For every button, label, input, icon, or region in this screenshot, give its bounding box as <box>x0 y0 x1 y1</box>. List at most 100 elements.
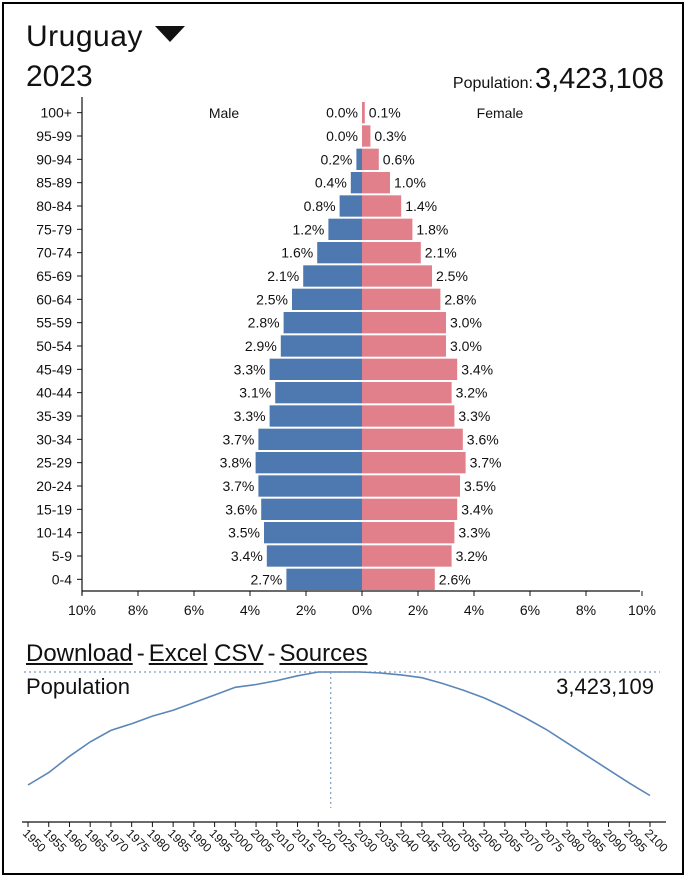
legend-female: Female <box>477 105 524 121</box>
female-value-label: 2.5% <box>436 268 468 284</box>
female-value-label: 0.6% <box>383 151 415 167</box>
male-value-label: 0.8% <box>304 198 336 214</box>
population-value: 3,423,108 <box>534 63 664 95</box>
male-value-label: 0.2% <box>320 151 352 167</box>
x-tick-label: 4% <box>464 602 484 618</box>
male-value-label: 3.3% <box>234 361 266 377</box>
download-links: Download - Excel CSV - Sources <box>26 640 368 668</box>
female-value-label: 2.8% <box>444 291 476 307</box>
female-value-label: 3.6% <box>467 431 499 447</box>
y-tick-label: 70-74 <box>36 245 72 261</box>
male-bar <box>356 148 362 170</box>
female-value-label: 1.8% <box>416 221 448 237</box>
x-tick-label: 2% <box>296 602 316 618</box>
x-tick-label: 6% <box>184 602 204 618</box>
population-label: Population: <box>452 75 533 92</box>
male-bar <box>261 498 362 520</box>
x-tick-label: 2% <box>408 602 428 618</box>
female-bar <box>362 498 458 520</box>
female-value-label: 0.1% <box>369 105 401 121</box>
population-line <box>27 671 651 797</box>
male-value-label: 2.9% <box>245 338 277 354</box>
male-value-label: 0.0% <box>326 105 358 121</box>
link-separator: - <box>136 640 145 667</box>
female-bar <box>362 405 455 427</box>
female-value-label: 3.3% <box>458 408 490 424</box>
y-tick-label: 90-94 <box>36 151 72 167</box>
female-value-label: 3.2% <box>456 385 488 401</box>
link-separator: - <box>267 640 276 667</box>
country-selector[interactable]: Uruguay <box>26 20 185 54</box>
female-value-label: 3.0% <box>450 315 482 331</box>
female-bar <box>362 102 365 124</box>
male-value-label: 3.3% <box>234 408 266 424</box>
caret-down-icon[interactable] <box>154 26 185 42</box>
female-value-label: 3.0% <box>450 338 482 354</box>
female-bar <box>362 452 466 474</box>
male-bar <box>317 242 362 264</box>
male-value-label: 3.8% <box>220 455 252 471</box>
female-bar <box>362 148 379 170</box>
y-tick-label: 20-24 <box>36 478 72 494</box>
y-tick-label: 65-69 <box>36 268 72 284</box>
female-bar <box>362 195 402 217</box>
male-value-label: 2.7% <box>250 571 282 587</box>
male-bar <box>328 218 362 240</box>
x-tick-label: 8% <box>576 602 596 618</box>
y-tick-label: 100+ <box>40 105 72 121</box>
female-value-label: 1.4% <box>405 198 437 214</box>
female-value-label: 3.5% <box>464 478 496 494</box>
sources-link[interactable]: Sources <box>279 640 368 667</box>
y-tick-label: 30-34 <box>36 431 72 447</box>
male-value-label: 3.6% <box>225 501 257 517</box>
y-tick-label: 85-89 <box>36 175 72 191</box>
y-tick-label: 80-84 <box>36 198 72 214</box>
y-tick-label: 50-54 <box>36 338 72 354</box>
male-value-label: 3.5% <box>228 525 260 541</box>
female-bar <box>362 522 455 544</box>
male-value-label: 3.4% <box>231 548 263 564</box>
female-bar <box>362 312 446 334</box>
x-tick-label: 0% <box>352 602 372 618</box>
female-value-label: 2.6% <box>439 571 471 587</box>
male-value-label: 3.7% <box>222 431 254 447</box>
female-bar <box>362 335 446 357</box>
female-bar <box>362 288 441 310</box>
male-value-label: 1.6% <box>281 245 313 261</box>
female-value-label: 3.4% <box>461 361 493 377</box>
female-value-label: 1.0% <box>394 175 426 191</box>
male-value-label: 3.7% <box>222 478 254 494</box>
y-tick-label: 10-14 <box>36 525 72 541</box>
male-value-label: 0.0% <box>326 128 358 144</box>
download-link[interactable]: Download <box>26 640 133 667</box>
excel-link[interactable]: Excel <box>148 640 208 667</box>
female-bar <box>362 382 452 404</box>
x-tick-label: 4% <box>240 602 260 618</box>
legend-male: Male <box>209 105 240 121</box>
female-bar <box>362 172 390 194</box>
y-tick-label: 25-29 <box>36 455 72 471</box>
y-tick-label: 35-39 <box>36 408 72 424</box>
male-bar <box>258 475 362 497</box>
female-value-label: 0.3% <box>374 128 406 144</box>
y-tick-label: 45-49 <box>36 361 72 377</box>
male-bar <box>266 545 362 567</box>
y-tick-label: 0-4 <box>52 571 72 587</box>
male-bar <box>350 172 362 194</box>
csv-link[interactable]: CSV <box>214 640 264 667</box>
female-value-label: 2.1% <box>425 245 457 261</box>
y-tick-label: 5-9 <box>52 548 72 564</box>
male-bar <box>269 358 362 380</box>
female-bar <box>362 475 460 497</box>
male-bar <box>286 568 362 590</box>
male-bar <box>258 428 362 450</box>
year-label: 2023 <box>26 60 93 93</box>
male-bar <box>269 405 362 427</box>
female-bar <box>362 568 435 590</box>
y-tick-label: 55-59 <box>36 315 72 331</box>
male-value-label: 1.2% <box>292 221 324 237</box>
country-name: Uruguay <box>26 20 143 53</box>
male-bar <box>264 522 362 544</box>
y-tick-label: 95-99 <box>36 128 72 144</box>
